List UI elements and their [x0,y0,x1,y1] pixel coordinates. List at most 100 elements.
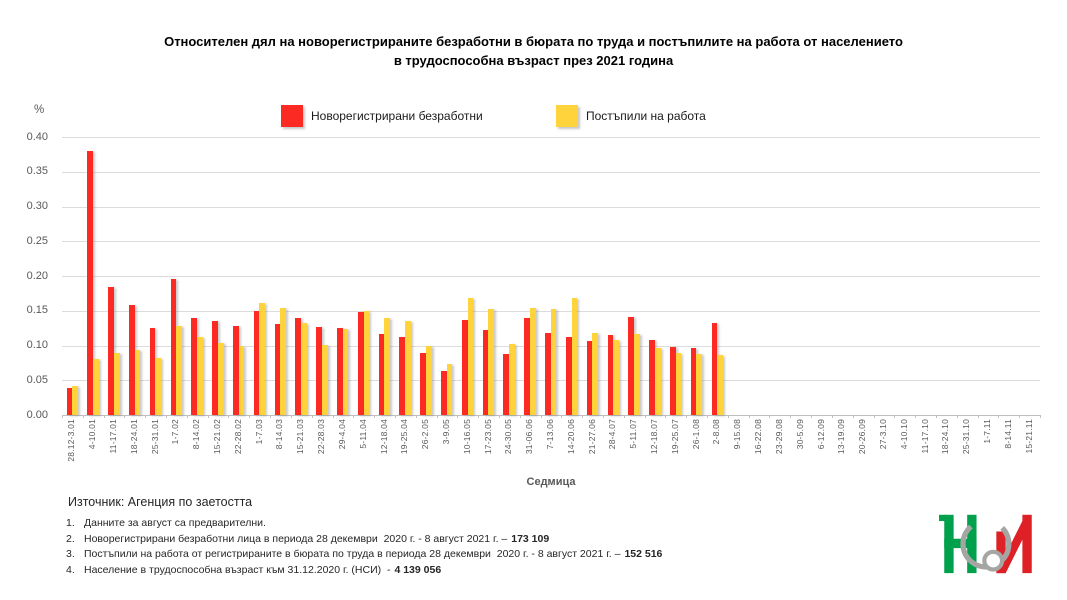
footnote-number: 4. [66,563,75,576]
bar-red-17-23.05 [482,330,489,415]
x-axis-tick [166,415,168,418]
x-axis-tick [790,415,792,418]
bar-red-15-21.02 [212,321,218,415]
footnote-2: 2. Новорегистрирани безработни лица в пер… [66,532,662,548]
bar-yellow-3-9.05 [446,363,453,415]
x-axis-tick [644,415,646,418]
x-tick-5-11.07: 5-11.07 [628,419,639,449]
bar-yellow-28-4.07 [613,339,619,415]
x-tick-1-7.11: 1-7.11 [981,419,992,444]
x-axis-tick [415,415,417,418]
bar-red-26-1.08 [690,348,697,415]
bar-red-4-10.01 [87,150,93,415]
footnote-number: 1. [66,517,75,529]
x-axis-tick [603,415,605,418]
gridline-0.00 [62,415,1040,416]
bar-red-28.12-3.01 [66,387,73,415]
x-axis-tick [769,415,771,418]
footnote-1: 1. Данните за август са предварителни. [66,516,662,532]
bar-red-11-17.01 [108,287,114,415]
bar-yellow-11-17.01 [113,352,120,415]
bar-red-22-28.03 [316,327,322,415]
chart-title-line2: в трудоспособна възраст през 2021 година [393,53,674,68]
bar-yellow-22-28.02 [238,346,245,415]
x-tick-29-4.04: 29-4.04 [336,419,347,450]
x-tick-15-21.11: 15-21.11 [1023,419,1034,454]
y-tick-0.30: 0.30 [26,200,48,212]
x-axis-tick [956,415,958,418]
bar-yellow-19-25.07 [675,352,682,415]
legend-swatch-red [281,104,303,127]
footnote-text: Население в трудоспособна възраст към 31… [84,563,391,576]
bar-yellow-26-2.05 [425,346,432,415]
x-tick-28-4.07: 28-4.07 [607,419,618,450]
footnote-3: 3. Постъпили на работа от регистрираните … [66,547,662,563]
x-axis-tick [228,415,230,418]
bar-yellow-1-7.03 [259,303,266,415]
footnote-bold-value: 152 516 [624,548,663,560]
x-axis-tick [998,415,1000,418]
footnotes: 1. Данните за август са предварителни. 2. Н… [66,516,662,578]
bar-red-29-4.04 [337,328,343,415]
x-tick-13-19.09: 13-19.09 [836,419,847,455]
x-tick-15-21.03: 15-21.03 [295,419,306,455]
bar-red-10-16.05 [461,319,468,415]
y-axis-unit-label: % [34,104,45,116]
x-axis-tick [457,415,459,418]
x-tick-28.12-3.01: 28.12-3.01 [66,419,77,462]
bar-red-19-25.07 [669,346,676,415]
source-line: Източник: Агенция по заетостта [68,495,253,509]
bar-yellow-14-20.06 [571,298,578,415]
bar-red-18-24.01 [128,305,135,415]
x-axis-tick [124,415,126,418]
bar-red-3-9.05 [441,371,447,415]
x-axis-tick [145,415,147,418]
x-axis-tick [811,415,813,418]
bar-yellow-2-8.08 [717,354,723,415]
x-axis-tick [62,415,63,418]
bar-red-5-11.04 [357,312,364,415]
y-tick-0.20: 0.20 [26,269,48,282]
x-tick-11-17.01: 11-17.01 [108,419,119,454]
y-tick-0.10: 0.10 [26,339,48,351]
legend-label-started-work: Постъпили на работа [586,108,706,123]
x-axis-tick [540,415,542,418]
bar-yellow-4-10.01 [93,359,99,415]
x-axis-tick [561,415,563,418]
x-tick-25-31.10: 25-31.10 [961,419,972,455]
bar-red-1-7.02 [170,278,177,415]
bar-yellow-29-4.04 [342,328,349,415]
x-tick-6-12.09: 6-12.09 [815,419,826,450]
legend: Новорегистрирани безработни Постъпили на… [0,104,1067,128]
x-axis-tick [665,415,667,418]
x-tick-4-10.10: 4-10.10 [898,419,909,450]
x-tick-7-13.06: 7-13.06 [545,419,555,450]
y-axis-tick-labels: 0.40 0.35 0.30 0.25 0.20 0.15 0.10 0.05 0.00 [0,131,56,421]
x-axis-tick [852,415,854,418]
x-axis-tick [519,415,521,418]
legend-item-new-unemployed: Новорегистрирани безработни [281,104,483,127]
bar-red-25-31.01 [149,328,156,415]
footnote-text: Постъпили на работа от регистрираните в … [84,548,621,560]
x-tick-4-10.01: 4-10.01 [87,419,98,450]
x-tick-11-17.10: 11-17.10 [919,419,930,454]
x-tick-18-24.10: 18-24.10 [940,419,951,455]
bar-red-31-06.06 [524,317,530,415]
x-tick-23-29.08: 23-29.08 [773,419,784,455]
x-axis-tick [270,415,272,418]
y-tick-0.40: 0.40 [26,130,48,143]
x-tick-19-25.04: 19-25.04 [399,419,410,455]
bar-red-7-13.06 [545,333,551,415]
bar-yellow-15-21.02 [217,343,224,415]
x-axis-tick [1040,415,1041,418]
x-axis-tick [478,415,480,418]
x-tick-16-22.08: 16-22.08 [753,419,764,455]
x-tick-5-11.04: 5-11.04 [357,419,368,449]
bar-red-8-14.02 [191,318,198,415]
x-axis-tick [82,415,84,418]
bar-yellow-17-23.05 [488,308,495,415]
y-tick-0.35: 0.35 [26,165,48,178]
x-axis-tick [103,415,105,418]
y-tick-0.05: 0.05 [26,373,48,386]
legend-item-started-work: Постъпили на работа [556,104,706,127]
